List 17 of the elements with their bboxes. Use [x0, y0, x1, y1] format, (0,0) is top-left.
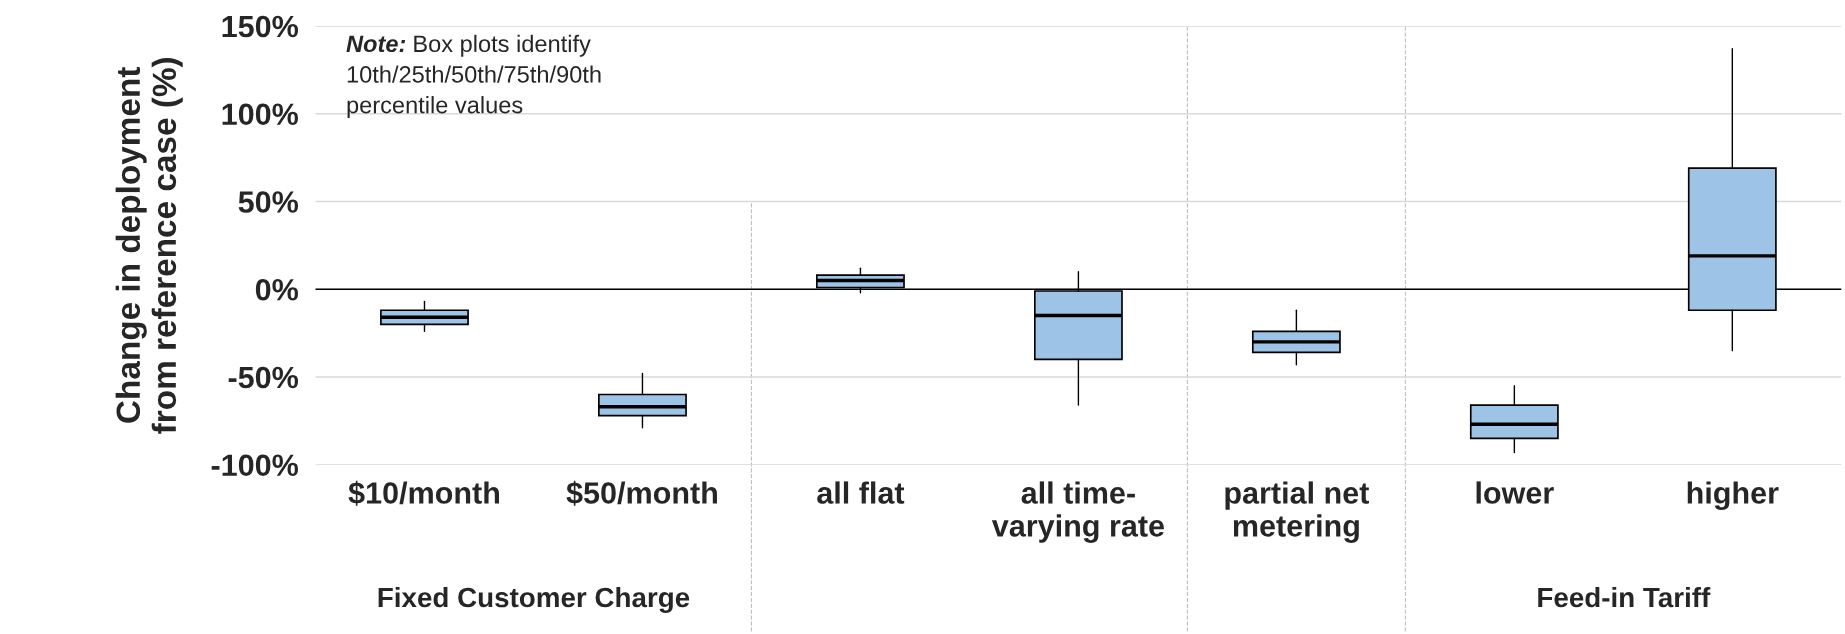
x-tick-label: lower [1476, 481, 1554, 504]
y-tick-label: 0% [255, 278, 299, 301]
y-tick-label: 150% [222, 15, 299, 38]
x-tick-label: all flat [817, 481, 905, 504]
text: Fixed Customer Charge [378, 586, 690, 613]
text: Feed-in Tariff [1538, 586, 1711, 608]
y-tick-label: -100% [211, 454, 299, 477]
y-tick-label: 50% [238, 191, 299, 213]
y-tick-label: 100% [222, 103, 299, 126]
x-tick-label: all time- varying rate [991, 481, 1164, 543]
y-axis-title: Change in deployment from reference case (%) [115, 58, 183, 434]
x-tick-label: $10/month [348, 480, 499, 506]
x-tick-label: $50/month [566, 480, 717, 506]
x-tick-label: higher [1687, 481, 1779, 511]
x-tick-label: partial net metering [1225, 481, 1370, 543]
annotation: Note: Box plots identify 10th/25th/50th/75th/90th percentile values [346, 34, 601, 119]
y-tick-label: -50% [228, 366, 299, 389]
